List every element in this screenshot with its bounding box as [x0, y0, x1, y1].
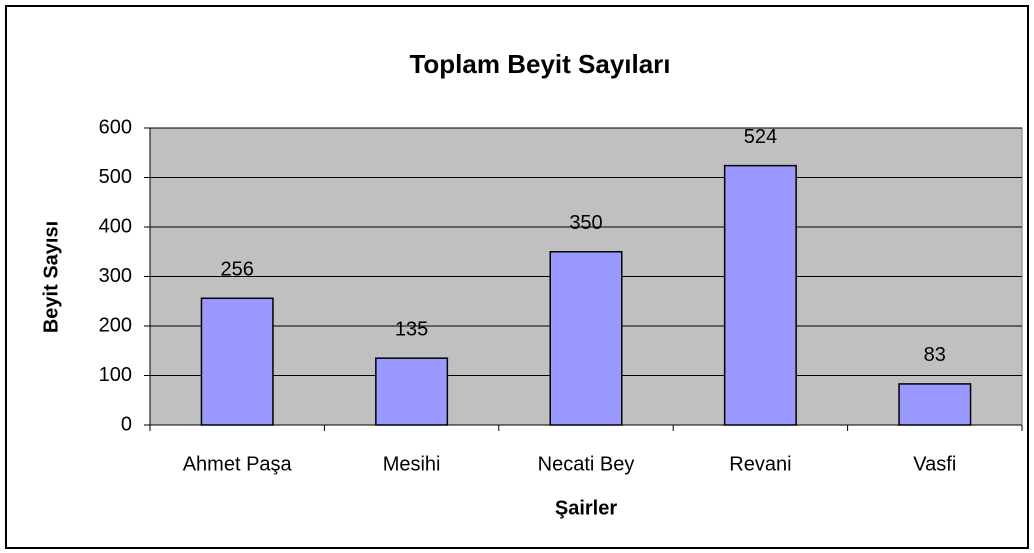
x-tick-label: Revani — [729, 453, 791, 475]
y-tick-label: 300 — [99, 265, 132, 287]
bar — [549, 251, 623, 426]
y-tick-label: 100 — [99, 364, 132, 386]
y-tick-label: 200 — [99, 314, 132, 336]
y-tick-label: 0 — [121, 413, 132, 435]
bar — [898, 383, 972, 426]
y-tick-label: 400 — [99, 215, 132, 237]
data-label: 256 — [221, 259, 254, 281]
x-tick-label: Mesihi — [383, 453, 441, 475]
data-label: 83 — [924, 344, 946, 366]
bar — [200, 297, 274, 426]
x-tick-label: Ahmet Paşa — [183, 453, 293, 475]
x-axis-title: Şairler — [555, 497, 617, 519]
x-tick-label: Necati Bey — [538, 453, 635, 475]
data-label: 350 — [569, 212, 602, 234]
y-axis-title: Beyit Sayısı — [40, 221, 62, 333]
y-tick-label: 500 — [99, 166, 132, 188]
data-label: 524 — [744, 126, 777, 148]
chart-title: Toplam Beyit Sayıları — [409, 49, 670, 79]
bar — [723, 164, 797, 426]
bar — [375, 357, 449, 426]
x-tick-label: Vasfi — [913, 453, 956, 475]
data-label: 135 — [395, 318, 428, 340]
y-tick-label: 600 — [99, 116, 132, 138]
